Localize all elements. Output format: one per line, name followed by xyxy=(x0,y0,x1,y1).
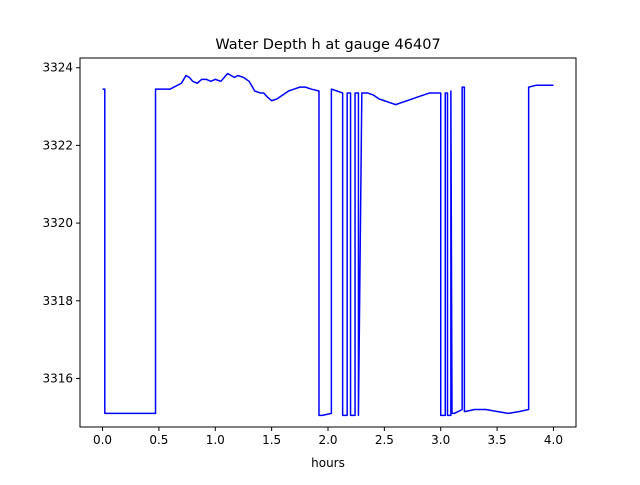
x-tick-label: 2.5 xyxy=(375,433,394,447)
x-tick-label: 1.5 xyxy=(262,433,281,447)
x-tick-label: 3.0 xyxy=(431,433,450,447)
x-axis-ticks: 0.0 0.5 1.0 1.5 2.0 2.5 3.0 3.5 4.0 xyxy=(93,427,563,447)
x-tick-label: 0.0 xyxy=(93,433,112,447)
y-tick-label: 3318 xyxy=(42,294,73,308)
y-tick-label: 3316 xyxy=(42,371,73,385)
plot-area-frame xyxy=(79,57,577,428)
series-line xyxy=(102,72,554,417)
y-tick-label: 3320 xyxy=(42,216,73,230)
x-tick-label: 0.5 xyxy=(149,433,168,447)
y-tick-label: 3322 xyxy=(42,138,73,152)
chart-title: Water Depth h at gauge 46407 xyxy=(215,37,440,53)
x-tick-label: 1.0 xyxy=(206,433,225,447)
x-tick-label: 2.0 xyxy=(318,433,337,447)
y-tick-label: 3324 xyxy=(42,61,73,75)
y-axis-ticks: 3316 3318 3320 3322 3324 xyxy=(42,61,80,385)
x-tick-label: 4.0 xyxy=(544,433,563,447)
x-tick-label: 3.5 xyxy=(488,433,507,447)
x-axis-label: hours xyxy=(311,456,345,470)
